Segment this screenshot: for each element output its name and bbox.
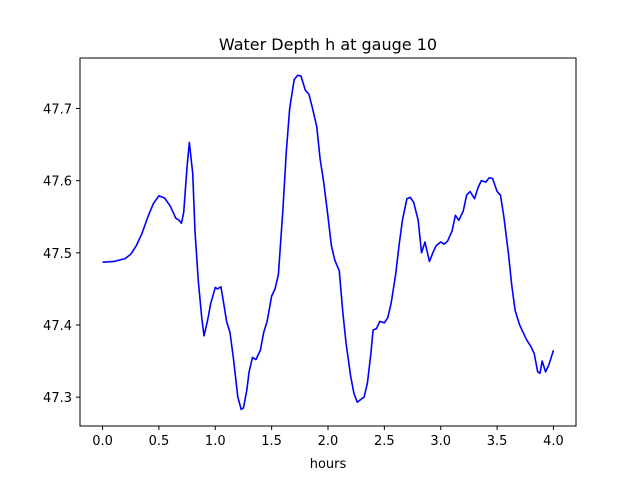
y-axis-ticks: 47.3 47.4 47.5 47.6 47.7 [43, 103, 80, 406]
x-tick-label: 2.0 [318, 434, 339, 449]
x-axis-label: hours [310, 457, 347, 472]
x-axis-ticks: 0.0 0.5 1.0 1.5 2.0 2.5 3.0 3.5 4.0 [92, 426, 564, 449]
series-line-0 [102, 74, 555, 411]
x-tick-label: 0.0 [92, 434, 113, 449]
x-tick-label: 2.5 [374, 434, 395, 449]
y-tick-label: 47.5 [43, 247, 72, 262]
x-tick-label: 0.5 [149, 434, 170, 449]
y-tick-label: 47.6 [43, 175, 72, 190]
y-tick-label: 47.3 [43, 391, 72, 406]
x-tick-label: 3.0 [430, 434, 451, 449]
plot-frame [79, 57, 577, 427]
x-tick-label: 1.5 [261, 434, 282, 449]
plot-area [79, 57, 577, 427]
x-tick-label: 3.5 [487, 434, 508, 449]
y-tick-label: 47.4 [43, 319, 72, 334]
y-tick-label: 47.7 [43, 103, 72, 118]
chart-title: Water Depth h at gauge 10 [219, 35, 437, 54]
x-tick-label: 1.0 [205, 434, 226, 449]
x-tick-label: 4.0 [543, 434, 564, 449]
